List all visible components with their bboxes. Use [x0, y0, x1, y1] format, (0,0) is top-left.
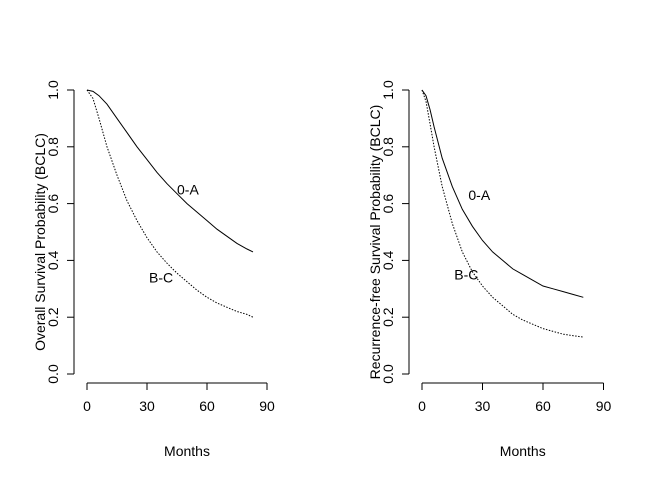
recurrence-free-survival-panel: 0 30 60 90 0.0 0.2 0.4 0.6 0.8 1.0 Months Recurrenc…	[367, 80, 611, 459]
series-label-0-a: 0-A	[468, 187, 490, 203]
series-label-b-c: B-C	[454, 267, 478, 283]
y-tick-label: 0.6	[45, 194, 61, 214]
series-line-b-c	[421, 89, 584, 338]
y-tick-label: 1.0	[45, 80, 61, 100]
x-tick-label: 0	[83, 398, 91, 414]
y-tick-label: 0.4	[380, 250, 396, 270]
x-axis-title: Months	[500, 443, 546, 459]
x-tick-label: 60	[535, 398, 551, 414]
x-axis-title: Months	[164, 443, 210, 459]
y-tick-label: 1.0	[380, 80, 396, 100]
x-tick-label: 90	[596, 398, 612, 414]
y-axis-title: Overall Survival Probability (BCLC)	[32, 133, 48, 351]
series-line-b-c	[86, 89, 254, 318]
y-tick-label: 0.2	[45, 307, 61, 327]
y-tick-label: 0.2	[380, 307, 396, 327]
y-axis-title: Recurrence-free Survival Probability (BC…	[367, 105, 383, 380]
y-tick-label: 0.8	[380, 137, 396, 157]
x-tick-label: 30	[139, 398, 155, 414]
y-tick-label: 0.8	[45, 137, 61, 157]
series-line-0-a	[421, 89, 584, 298]
series-label-0-a: 0-A	[177, 181, 199, 197]
y-tick-label: 0.0	[380, 364, 396, 384]
x-tick-label: 90	[259, 398, 275, 414]
series-label-b-c: B-C	[149, 269, 173, 285]
series-line-0-a	[86, 89, 254, 253]
y-tick-label: 0.4	[45, 250, 61, 270]
overall-survival-panel: 0 30 60 90 0.0 0.2 0.4 0.6 0.8 1.0 Months Overall S…	[32, 80, 275, 459]
x-tick-label: 30	[475, 398, 491, 414]
y-tick-label: 0.0	[45, 364, 61, 384]
x-tick-label: 0	[418, 398, 426, 414]
y-tick-label: 0.6	[380, 194, 396, 214]
x-tick-label: 60	[199, 398, 215, 414]
